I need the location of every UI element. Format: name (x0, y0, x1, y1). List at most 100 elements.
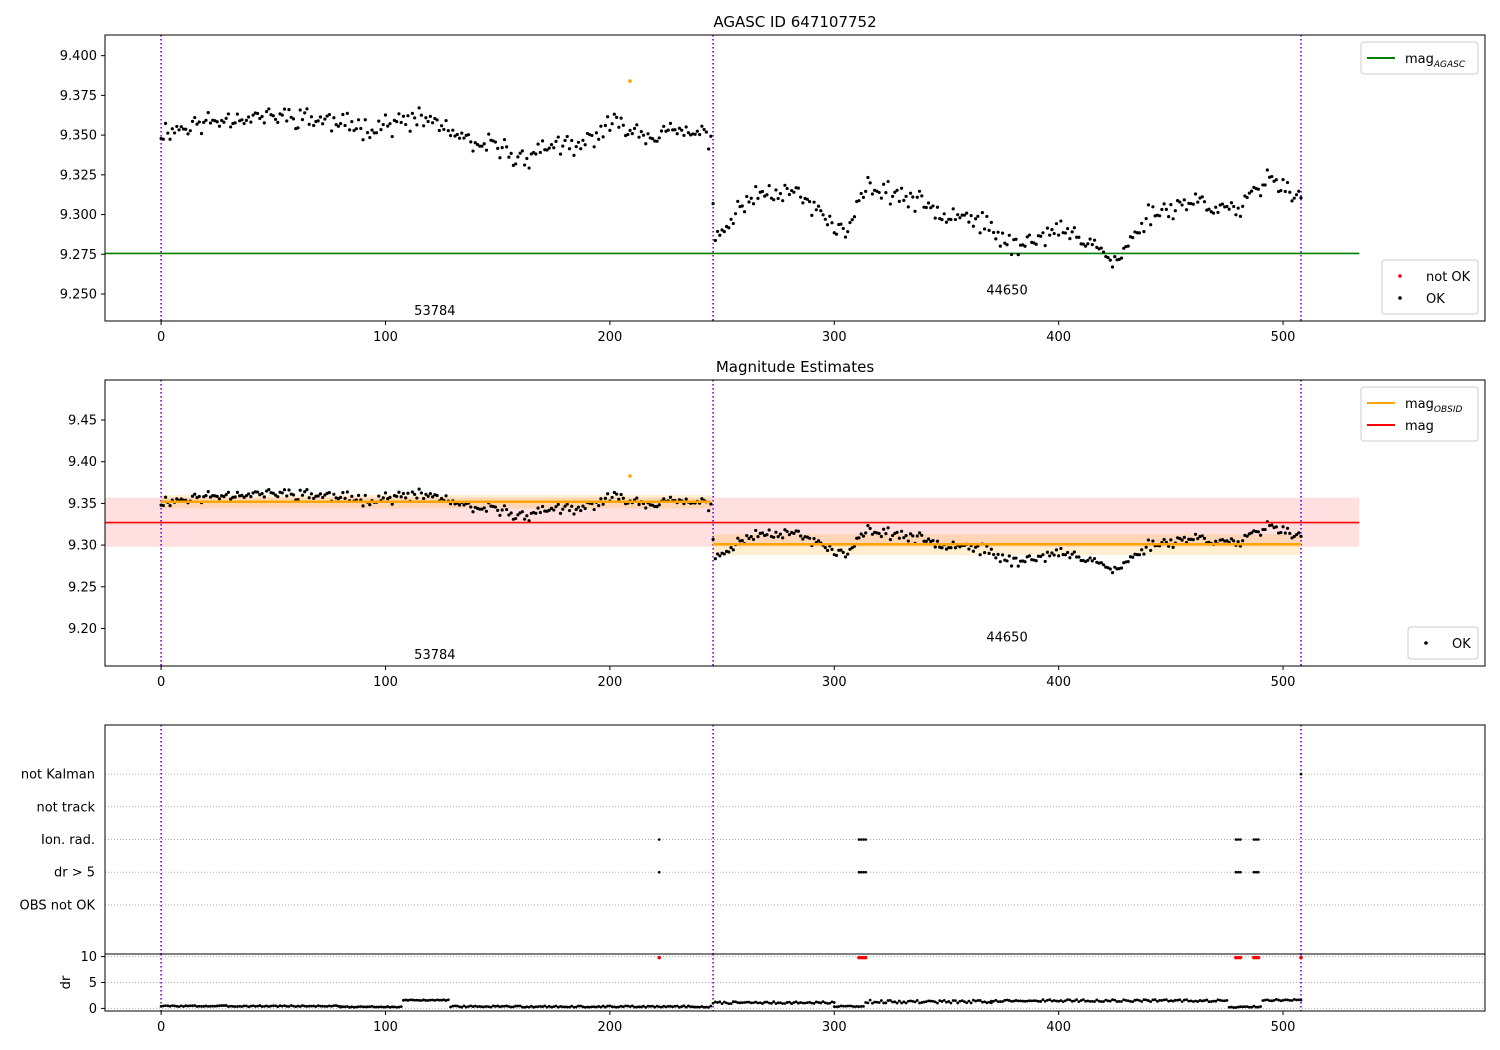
p3-dr-point (1227, 1005, 1231, 1009)
p3-dr-point (969, 1001, 973, 1005)
p3-dr-point (783, 1002, 787, 1005)
p0-data-point (857, 199, 861, 203)
p0-data-point (1131, 236, 1135, 240)
p3-dr-point (971, 998, 975, 1002)
p3-dr-point (541, 1005, 544, 1009)
p3-dr-flagged-point (1299, 955, 1303, 960)
p1-data-point (1016, 564, 1020, 568)
p0-data-point (574, 145, 578, 149)
p3-dr-point (1252, 1004, 1256, 1008)
p0-data-point (175, 124, 179, 129)
p1-data-point (307, 496, 311, 500)
p3-dr-point (1254, 1005, 1258, 1009)
p0-data-point (426, 119, 430, 124)
p3-dr-point (1288, 999, 1292, 1002)
p3-dr-point (1160, 999, 1164, 1002)
p0-obsid-label: 44650 (986, 284, 1027, 299)
p0-data-point (621, 123, 625, 127)
p1-data-point (765, 533, 769, 537)
p0-data-point (1263, 183, 1267, 187)
p0-data-point (736, 199, 740, 203)
p3-dr-point (749, 1001, 753, 1005)
p0-data-point (406, 114, 410, 118)
p0-data-point (1005, 243, 1009, 247)
p1-legend (1407, 626, 1479, 660)
p1-data-point (229, 497, 233, 501)
p3-dr-point (940, 1000, 944, 1003)
p1-data-point (206, 490, 210, 494)
p0-data-point (1288, 190, 1292, 194)
p0-data-point (727, 226, 731, 230)
p0-data-point (1234, 213, 1238, 217)
p3-dr-point (828, 1001, 832, 1005)
p1-data-point (1283, 531, 1287, 535)
p1-data-point (1256, 530, 1260, 534)
p1-data-point (848, 547, 852, 551)
p1-data-point (431, 495, 435, 499)
p0-data-point (861, 195, 866, 199)
p3-dr-point (518, 1004, 522, 1008)
p3-dr-point (397, 1005, 401, 1009)
p0-data-point (868, 181, 872, 185)
p1-data-point (422, 496, 426, 501)
p1-data-point (204, 494, 208, 498)
p3-dr-point (253, 1004, 257, 1008)
p3-dr-point (846, 1004, 850, 1008)
p3-dr-point (942, 998, 946, 1002)
p3-dr-point (1138, 999, 1141, 1002)
p1-data-point (882, 527, 886, 531)
p0-data-point (312, 123, 316, 128)
p1-data-point (426, 494, 430, 498)
p1-legend (1360, 386, 1479, 442)
p0-data-point (576, 140, 581, 144)
p2-category-label: not Kalman (21, 768, 95, 783)
p3-dr-point (538, 1005, 542, 1008)
p0-data-point (1050, 228, 1054, 232)
p1-data-point (341, 490, 345, 495)
p3-dr-point (449, 1005, 452, 1009)
p0-data-point (733, 212, 738, 216)
p0-data-point (444, 119, 448, 123)
p0-ytick-label: 9.325 (60, 168, 97, 183)
p0-data-point (830, 221, 834, 225)
p0-data-point (410, 111, 415, 115)
p3-dr-point (1247, 1005, 1251, 1009)
p3-dr-point (224, 1004, 228, 1007)
p1-data-point (727, 550, 731, 554)
p3-dr-point (1189, 999, 1193, 1003)
p1-data-point (249, 495, 253, 499)
p1-data-point (684, 497, 688, 501)
p0-data-point (825, 223, 830, 227)
p2-flag-point (1234, 838, 1238, 841)
p1-data-point (388, 495, 392, 500)
p3-dr-point (987, 1000, 991, 1004)
p1-xtick-label: 0 (157, 675, 165, 690)
p0-data-point (615, 115, 619, 119)
p3-dr-point (662, 1004, 666, 1008)
p3-dr-point (1055, 999, 1058, 1003)
p1-data-point (1068, 556, 1072, 560)
p0-data-point (841, 226, 845, 231)
p1-data-point (540, 504, 545, 509)
p0-data-point (594, 131, 599, 135)
p0-data-point (354, 127, 358, 131)
p3-dr-point (460, 1005, 464, 1009)
p3-dr-point (298, 1005, 302, 1008)
p0-data-point (193, 115, 197, 120)
p0-data-point (790, 188, 794, 193)
p3-dr-point (1144, 998, 1148, 1002)
p0-data-point (1099, 246, 1103, 250)
p3-dr-point (323, 1004, 327, 1008)
p3-dr-point (581, 1005, 585, 1009)
p0-data-point (395, 120, 399, 124)
p1-data-point (796, 529, 800, 533)
p3-dr-point (195, 1005, 199, 1008)
p1-data-point (233, 495, 237, 499)
p3-dr-point (810, 1001, 814, 1005)
p3-dr-point (408, 998, 412, 1002)
p3-dr-point (211, 1004, 215, 1008)
p3-dr-point (1196, 1000, 1200, 1003)
p1-data-point (884, 532, 888, 536)
p1-data-point (296, 498, 300, 502)
p3-dr-point (491, 1004, 495, 1008)
